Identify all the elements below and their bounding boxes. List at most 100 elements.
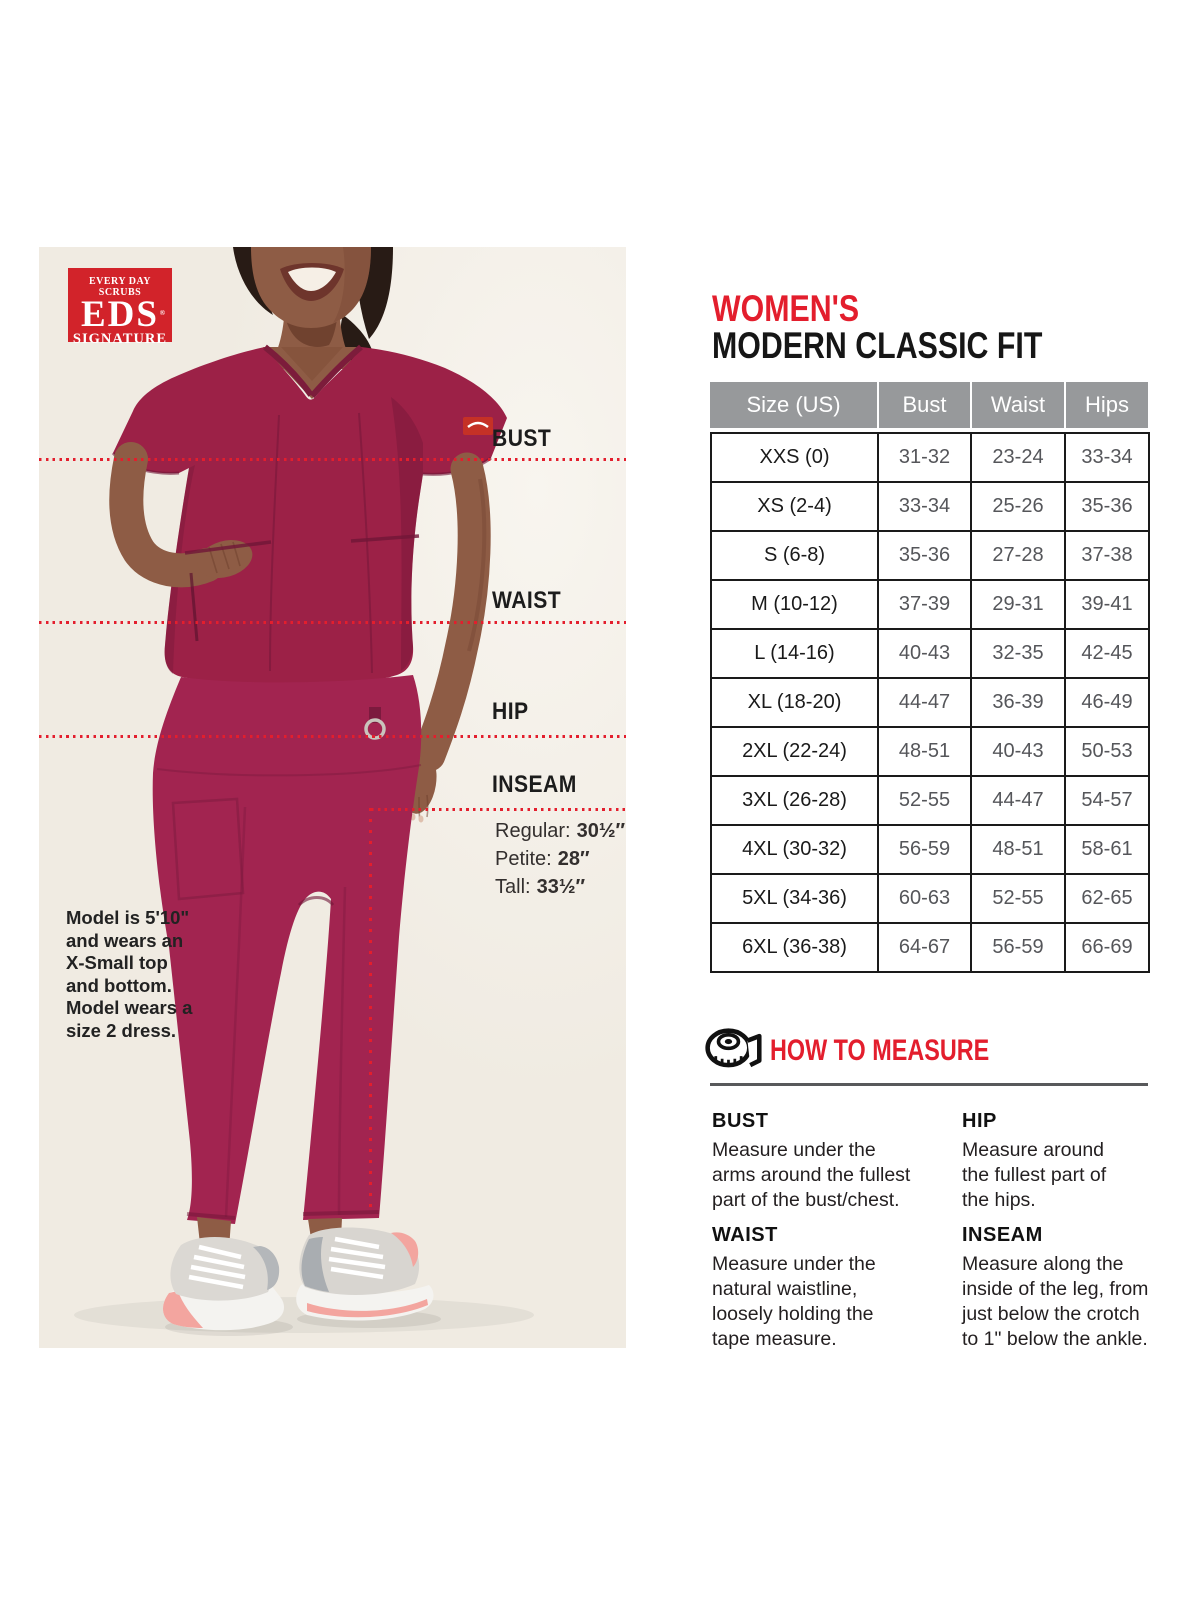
table-row: XXS (0) 31-32 23-24 33-34 <box>710 432 1150 483</box>
table-cell: 64-67 <box>877 922 972 973</box>
table-cell: 40-43 <box>877 628 972 679</box>
table-cell: XS (2-4) <box>710 481 879 532</box>
divider-rule <box>710 1083 1148 1086</box>
table-cell: 54-57 <box>1064 775 1150 826</box>
table-row: 6XL (36-38) 64-67 56-59 66-69 <box>710 922 1150 973</box>
table-cell: S (6-8) <box>710 530 879 581</box>
table-cell: 23-24 <box>970 432 1066 483</box>
measure-section-hip: HIP Measure around the fullest part of t… <box>962 1110 1162 1213</box>
table-cell: 33-34 <box>1064 432 1150 483</box>
table-cell: 62-65 <box>1064 873 1150 924</box>
page-title-gender: WOMEN'S <box>712 288 860 329</box>
model-size-note: Model is 5'10" and wears an X-Small top … <box>66 907 193 1041</box>
badge-tagline: EVERY DAY SCRUBS <box>88 276 152 298</box>
table-cell: 52-55 <box>970 873 1066 924</box>
inseam-dotted-line-vertical <box>369 808 372 1212</box>
table-cell: 4XL (30-32) <box>710 824 879 875</box>
registered-mark: ® <box>159 309 167 317</box>
table-cell: 58-61 <box>1064 824 1150 875</box>
dickies-logo-patch <box>463 417 493 435</box>
column-header-waist: Waist <box>970 382 1064 428</box>
hip-label: HIP <box>492 698 529 725</box>
d-ring-detail <box>364 718 386 740</box>
table-cell: 56-59 <box>877 824 972 875</box>
table-cell: 50-53 <box>1064 726 1150 777</box>
scrub-pants <box>152 675 422 1224</box>
table-row: XS (2-4) 33-34 25-26 35-36 <box>710 481 1150 532</box>
right-arm <box>412 452 491 772</box>
hip-dotted-line <box>39 735 626 738</box>
section-heading: HIP <box>962 1110 997 1132</box>
table-cell: 60-63 <box>877 873 972 924</box>
waist-label: WAIST <box>492 587 562 614</box>
inseam-dotted-line-horizontal <box>371 808 626 811</box>
table-row: 3XL (26-28) 52-55 44-47 54-57 <box>710 775 1150 826</box>
inseam-option-regular: Regular: 30½″ <box>495 820 626 842</box>
page-title-fit: MODERN CLASSIC FIT <box>712 325 1043 366</box>
section-heading: INSEAM <box>962 1224 1043 1246</box>
cargo-pocket <box>171 797 245 901</box>
table-cell: 44-47 <box>877 677 972 728</box>
zipper-detail <box>189 572 199 642</box>
section-body: Measure under the arms around the fulles… <box>712 1139 911 1211</box>
measure-section-inseam: INSEAM Measure along the inside of the l… <box>962 1224 1162 1352</box>
table-cell: 52-55 <box>877 775 972 826</box>
table-row: M (10-12) 37-39 29-31 39-41 <box>710 579 1150 630</box>
inseam-option-petite: Petite: 28″ <box>495 848 590 870</box>
table-cell: 25-26 <box>970 481 1066 532</box>
table-cell: 36-39 <box>970 677 1066 728</box>
how-to-measure-title: HOW TO MEASURE <box>770 1034 990 1067</box>
table-row: XL (18-20) 44-47 36-39 46-49 <box>710 677 1150 728</box>
table-row: 4XL (30-32) 56-59 48-51 58-61 <box>710 824 1150 875</box>
table-cell: XXS (0) <box>710 432 879 483</box>
measure-section-bust: BUST Measure under the arms around the f… <box>712 1110 952 1213</box>
table-cell: M (10-12) <box>710 579 879 630</box>
left-sneaker <box>170 1236 273 1301</box>
table-cell: 37-38 <box>1064 530 1150 581</box>
table-cell: 29-31 <box>970 579 1066 630</box>
column-header-hips: Hips <box>1064 382 1148 428</box>
table-cell: 48-51 <box>877 726 972 777</box>
section-heading: BUST <box>712 1110 769 1132</box>
table-cell: 66-69 <box>1064 922 1150 973</box>
measure-section-waist: WAIST Measure under the natural waistlin… <box>712 1224 952 1352</box>
table-cell: 3XL (26-28) <box>710 775 879 826</box>
scrub-top <box>113 347 507 686</box>
table-cell: 5XL (34-36) <box>710 873 879 924</box>
section-body: Measure under the natural waistline, loo… <box>712 1253 876 1350</box>
table-cell: 37-39 <box>877 579 972 630</box>
table-cell: 33-34 <box>877 481 972 532</box>
table-cell: 2XL (22-24) <box>710 726 879 777</box>
column-header-size: Size (US) <box>746 392 841 417</box>
left-arm <box>109 442 224 588</box>
right-sneaker-laces <box>328 1236 386 1280</box>
inseam-label: INSEAM <box>492 771 577 798</box>
table-cell: 56-59 <box>970 922 1066 973</box>
table-row: S (6-8) 35-36 27-28 37-38 <box>710 530 1150 581</box>
table-cell: 46-49 <box>1064 677 1150 728</box>
table-row: 5XL (34-36) 60-63 52-55 62-65 <box>710 873 1150 924</box>
section-heading: WAIST <box>712 1224 778 1246</box>
table-cell: 44-47 <box>970 775 1066 826</box>
table-cell: 6XL (36-38) <box>710 922 879 973</box>
section-body: Measure along the inside of the leg, fro… <box>962 1253 1149 1350</box>
model-photo-panel: EVERY DAY SCRUBS EDS ® SIGNATURE BUST WAI… <box>39 247 626 1348</box>
table-cell: 27-28 <box>970 530 1066 581</box>
table-row: L (14-16) 40-43 32-35 42-45 <box>710 628 1150 679</box>
bust-label: BUST <box>492 425 552 452</box>
table-cell: 35-36 <box>877 530 972 581</box>
column-header-bust: Bust <box>877 382 970 428</box>
table-cell: 35-36 <box>1064 481 1150 532</box>
badge-brand-name: EDS ® <box>81 294 167 335</box>
inseam-options: Regular: 30½″ Petite: 28″ Tall: 33½″ <box>495 817 625 901</box>
tape-measure-icon <box>705 1028 762 1068</box>
table-cell: 32-35 <box>970 628 1066 679</box>
table-cell: 40-43 <box>970 726 1066 777</box>
bust-dotted-line <box>39 458 626 461</box>
size-chart-table: XXS (0) 31-32 23-24 33-34 XS (2-4) 33-34 25-2… <box>710 432 1150 973</box>
eds-signature-badge: EVERY DAY SCRUBS EDS ® SIGNATURE <box>68 268 172 347</box>
waist-dotted-line <box>39 621 626 624</box>
model-illustration <box>39 247 626 1348</box>
section-body: Measure around the fullest part of the h… <box>962 1139 1107 1211</box>
